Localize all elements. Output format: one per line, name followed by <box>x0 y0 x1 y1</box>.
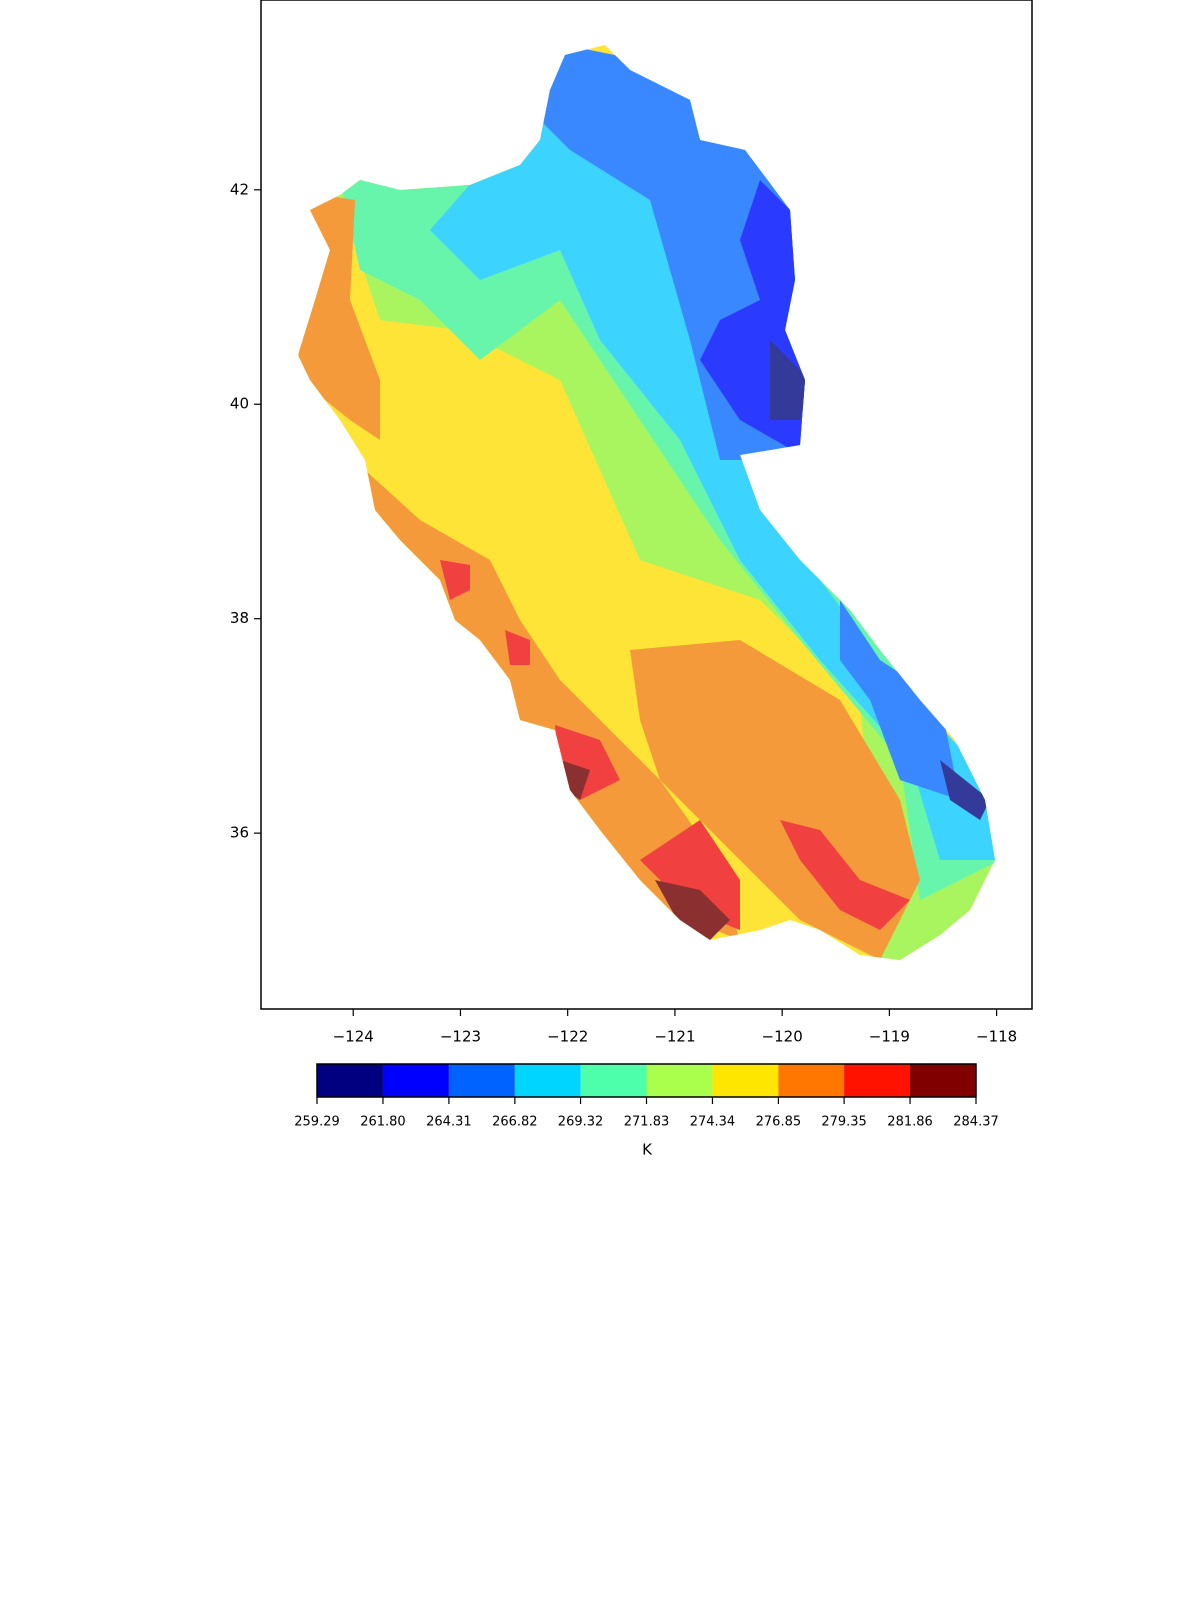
colorbar-tick-label: 274.34 <box>690 1115 736 1130</box>
y-tick-label: 36 <box>230 824 249 842</box>
colorbar-segment <box>382 1064 449 1097</box>
region-map <box>298 45 995 960</box>
colorbar-segment <box>910 1064 976 1097</box>
colorbar-tick-label: 284.37 <box>953 1115 999 1130</box>
x-tick-label: −123 <box>440 1028 481 1046</box>
y-tick-label: 42 <box>230 180 249 198</box>
colorbar-segment <box>448 1064 515 1097</box>
y-tick-label: 40 <box>230 395 249 413</box>
colorbar-tick-label: 276.85 <box>756 1115 802 1130</box>
y-tick-label: 38 <box>230 609 249 627</box>
colorbar-tick-label: 271.83 <box>624 1115 670 1130</box>
colorbar-segment <box>712 1064 779 1097</box>
colorbar-segment <box>514 1064 581 1097</box>
x-tick-label: −124 <box>333 1028 374 1046</box>
colorbar-tick-label: 259.29 <box>294 1115 340 1130</box>
colorbar-segment <box>580 1064 647 1097</box>
colorbar-segment <box>778 1064 845 1097</box>
x-tick-label: −120 <box>762 1028 803 1046</box>
colorbar-label: K <box>642 1141 653 1159</box>
colorbar-segment <box>844 1064 911 1097</box>
colorbar-tick-label: 261.80 <box>360 1115 406 1130</box>
colorbar-tick-label: 266.82 <box>492 1115 538 1130</box>
axes-frame <box>260 0 1033 1010</box>
x-tick-label: −121 <box>654 1028 695 1046</box>
colorbar-segment <box>646 1064 713 1097</box>
colorbar-tick-label: 279.35 <box>821 1115 867 1130</box>
x-tick-label: −118 <box>976 1028 1017 1046</box>
colorbar: 259.29 261.80 264.31 266.82 269.32 271.83 274.… <box>294 1063 999 1130</box>
colorbar-tick-label: 269.32 <box>558 1115 604 1130</box>
colorbar-tick-label: 264.31 <box>426 1115 472 1130</box>
x-tick-label: −122 <box>547 1028 588 1046</box>
x-tick-label: −119 <box>869 1028 910 1046</box>
colorbar-segment <box>317 1064 383 1097</box>
colorbar-tick-label: 281.86 <box>887 1115 933 1130</box>
